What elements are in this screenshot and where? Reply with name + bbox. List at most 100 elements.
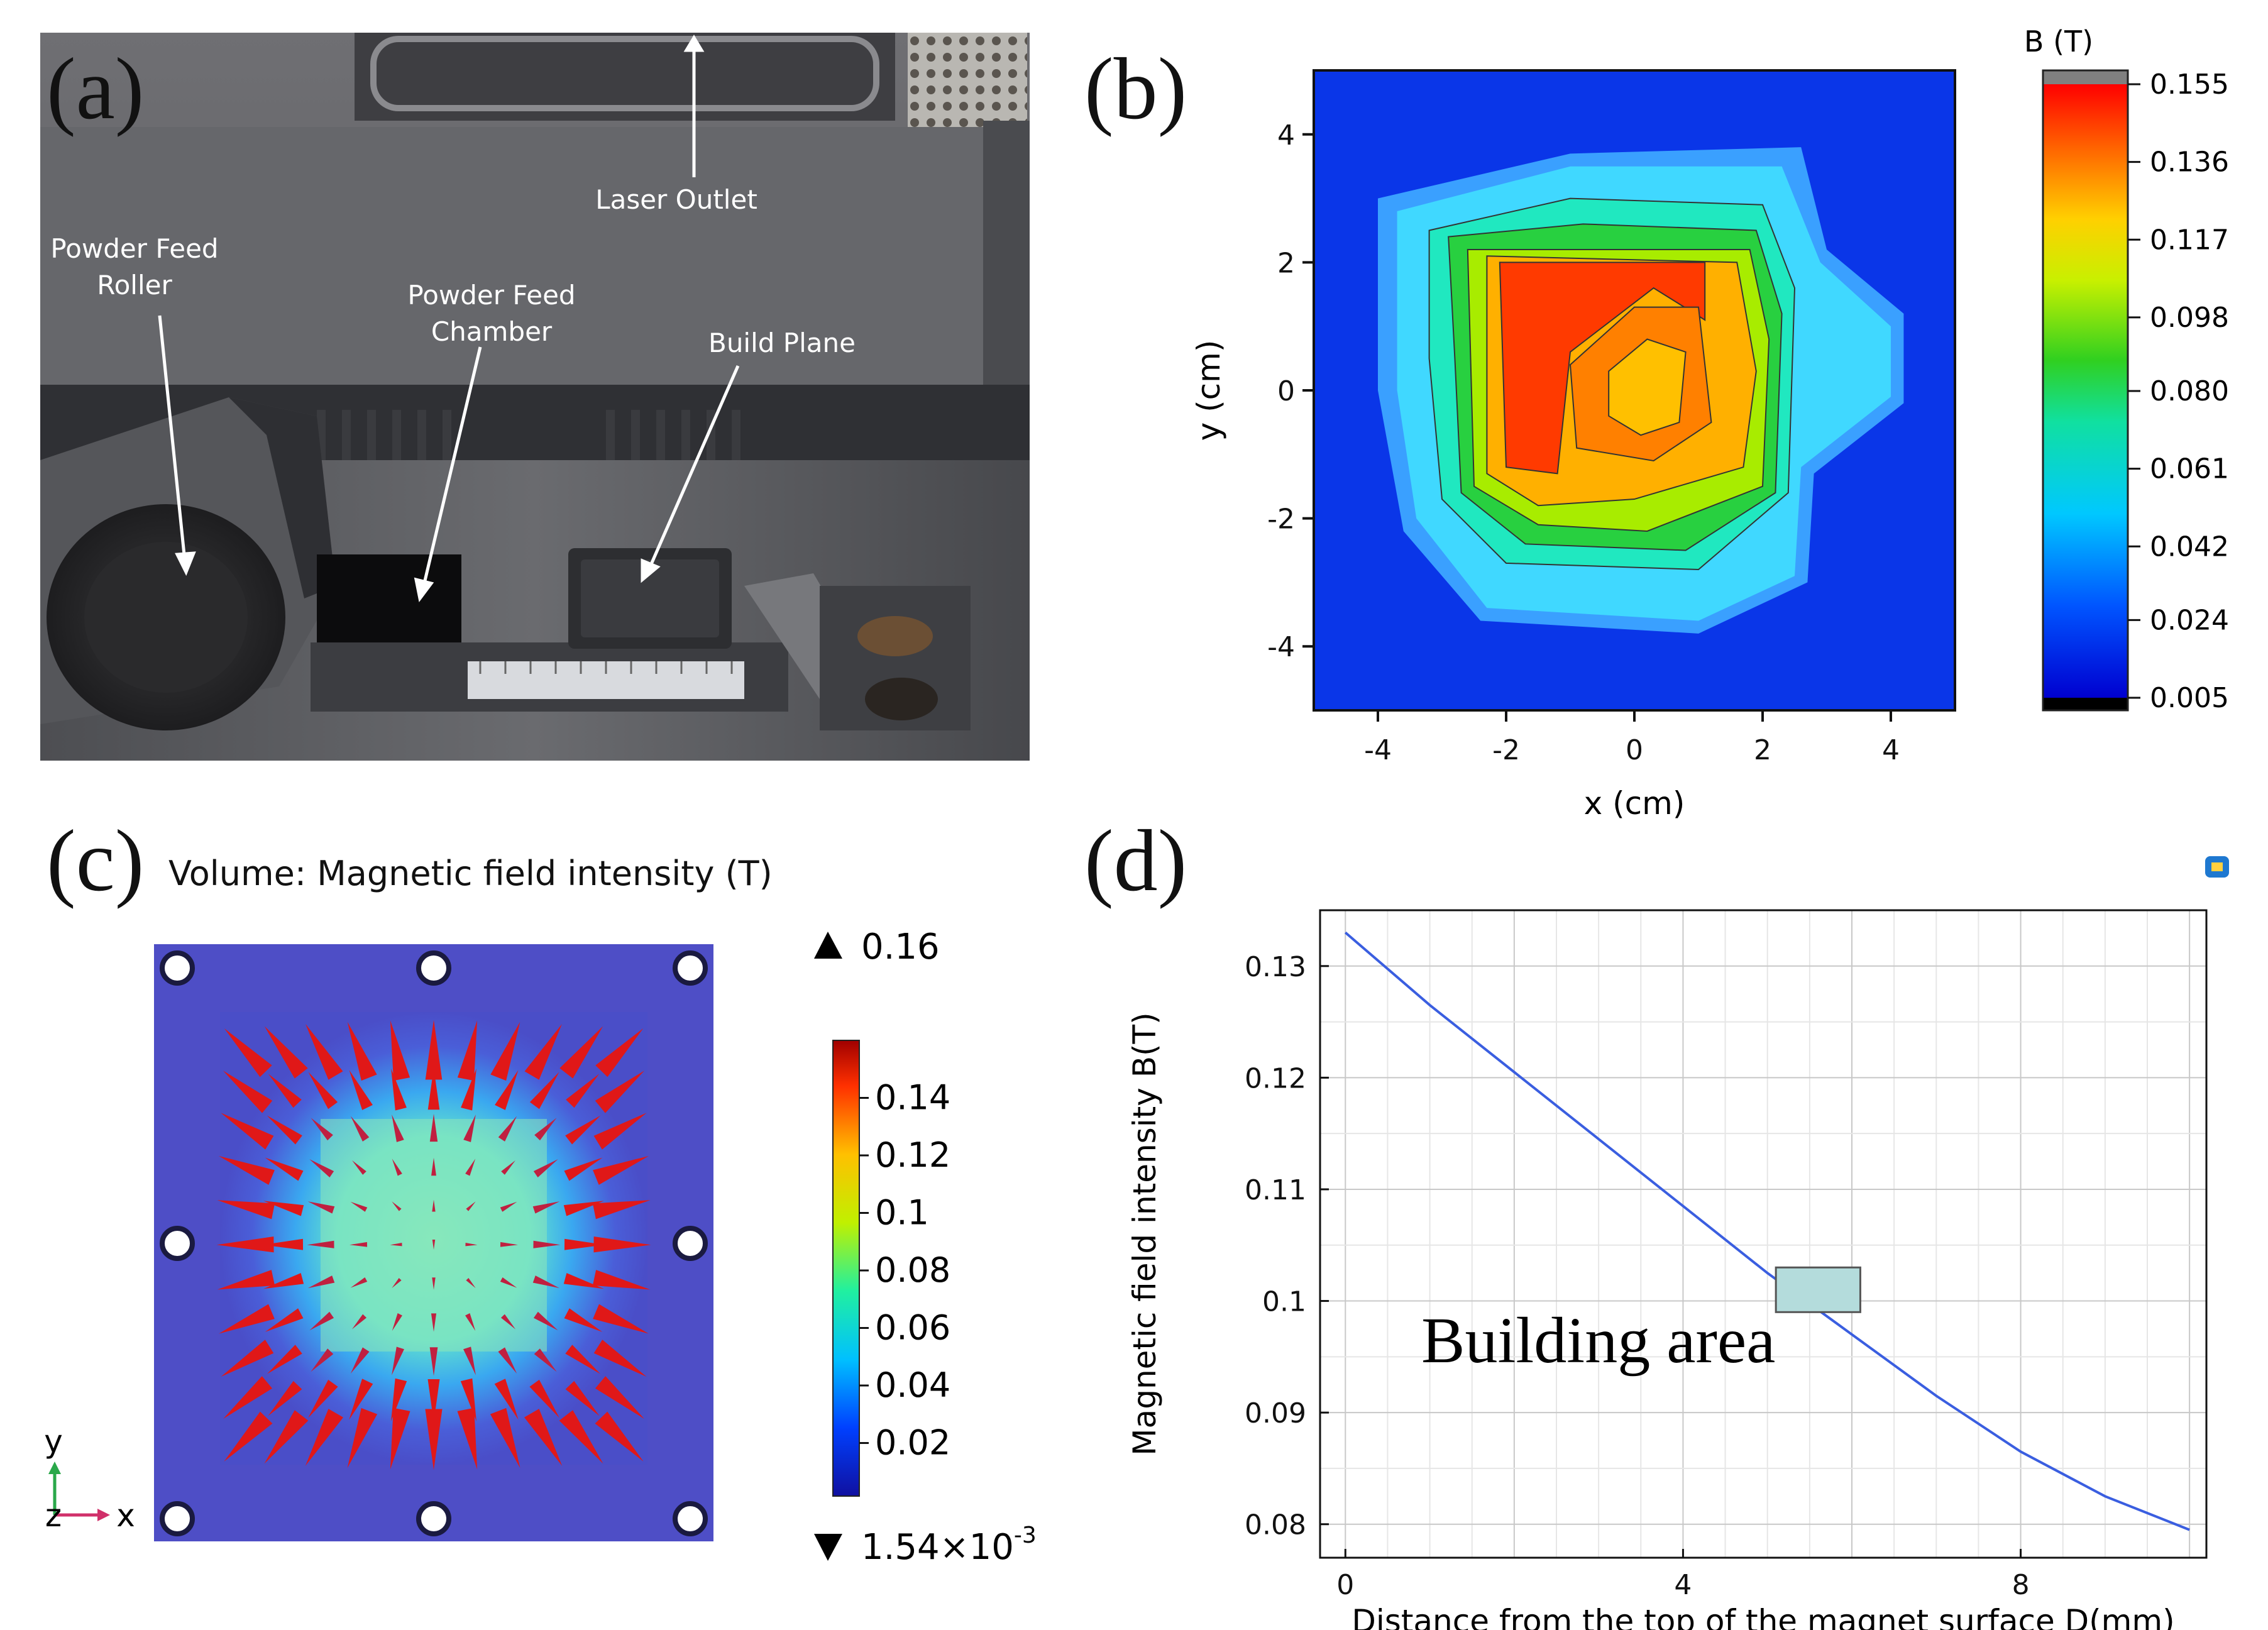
field-arrow <box>217 1270 275 1290</box>
field-arrow <box>495 1070 519 1110</box>
field-arrow <box>564 1157 603 1181</box>
x-tick-label: -4 <box>1364 734 1392 766</box>
field-arrow <box>425 1020 443 1080</box>
field-arrow <box>427 1067 440 1110</box>
line-plot-background <box>1320 910 2206 1558</box>
bolt-hole <box>160 950 195 986</box>
field-arrow <box>350 1201 368 1212</box>
y-tick-label: 0.1 <box>1262 1286 1306 1318</box>
axis-label-x: x <box>116 1497 135 1534</box>
label-powder-feed-chamber-1: Powder Feed <box>407 280 575 311</box>
colorbar-tick-label: 0.098 <box>2150 302 2229 334</box>
field-arrow <box>457 1020 478 1081</box>
field-arrow <box>532 1275 560 1289</box>
field-arrow <box>350 1242 368 1247</box>
field-arrow <box>224 1028 272 1077</box>
field-arrow <box>593 1113 647 1150</box>
field-arrow <box>392 1346 404 1375</box>
field-arrow <box>390 1243 402 1247</box>
field-arrow <box>593 1340 647 1377</box>
field-arrow <box>268 1380 302 1416</box>
colorbar-min-label: 1.54×10-3 <box>861 1523 1037 1568</box>
y-tick-label: 0.08 <box>1245 1509 1306 1541</box>
field-arrow <box>392 1201 402 1211</box>
simulation-colorbar <box>832 1040 860 1497</box>
field-arrow <box>432 1277 436 1290</box>
field-arrow <box>221 1340 274 1377</box>
field-arrow <box>349 1379 373 1420</box>
field-arrow <box>219 1304 275 1334</box>
field-arrow <box>392 1313 402 1331</box>
field-arrow <box>217 1200 275 1220</box>
field-arrow <box>350 1116 370 1142</box>
bolt-hole <box>673 1226 708 1261</box>
y-axis-label: Magnetic field intensity B(T) <box>1126 1012 1163 1455</box>
field-arrow <box>223 1376 273 1419</box>
field-arrow <box>429 1113 438 1142</box>
bolt-hole <box>673 1501 708 1536</box>
field-arrow <box>490 1407 520 1468</box>
sim-colorbar-tick-label: 0.04 <box>875 1365 950 1405</box>
field-arrow <box>390 1407 410 1470</box>
field-arrow <box>391 1068 407 1111</box>
field-arrow <box>224 1411 273 1462</box>
sim-colorbar-tick-label: 0.06 <box>875 1308 950 1348</box>
field-arrow <box>498 1347 517 1374</box>
field-arrow <box>529 1379 559 1418</box>
field-arrow <box>565 1380 600 1416</box>
field-arrow <box>534 1348 557 1372</box>
field-arrow <box>350 1277 368 1288</box>
field-arrow <box>309 1311 334 1331</box>
y-tick-label: 0.11 <box>1245 1174 1306 1206</box>
field-arrow <box>264 1410 309 1464</box>
axis-label-y: y <box>44 1423 63 1460</box>
axis-label-z: z <box>45 1497 62 1534</box>
sim-colorbar-tick-label: 0.02 <box>875 1423 950 1463</box>
panel-b-heatmap: -4 -2 0 2 4 4 2 0 -2 -4 x (cm) y (cm) B (T) 0.155 0.… <box>1191 25 2229 822</box>
field-arrow <box>559 1026 603 1079</box>
field-arrow <box>524 1024 562 1080</box>
y-tick-label: 4 <box>1277 119 1295 151</box>
colorbar-tick-label: 0.155 <box>2150 69 2229 101</box>
field-arrow <box>463 1114 476 1142</box>
field-arrow <box>350 1347 370 1374</box>
field-arrow <box>595 1376 644 1419</box>
field-arrow <box>307 1201 335 1214</box>
colorbar-title: B (T) <box>2024 25 2093 58</box>
field-arrow <box>263 1273 304 1289</box>
panel-d-linechart: 0 4 8 0.13 0.12 0.11 0.1 0.09 0.08 Building area D… <box>1126 856 2229 1630</box>
max-triangle-icon <box>814 932 842 959</box>
building-area-annotation: Building area <box>1421 1304 1775 1377</box>
field-arrow <box>466 1278 476 1289</box>
field-arrow <box>427 1379 440 1423</box>
field-arrow <box>307 1240 334 1248</box>
field-arrow <box>311 1118 333 1141</box>
x-tick-label: 4 <box>1674 1569 1692 1601</box>
sim-colorbar-tick-label: 0.14 <box>875 1078 950 1118</box>
colorbar-tick-label: 0.136 <box>2150 146 2229 179</box>
field-arrow <box>498 1116 517 1142</box>
panel-letter-b: (b) <box>1084 40 1187 138</box>
field-arrow <box>306 1024 343 1080</box>
field-arrow <box>349 1070 373 1110</box>
field-arrow <box>351 1314 367 1330</box>
label-powder-feed-chamber-2: Chamber <box>431 316 553 347</box>
field-arrow <box>461 1068 476 1111</box>
field-arrow <box>425 1409 443 1470</box>
field-arrow <box>564 1238 605 1250</box>
field-arrow <box>352 1160 366 1175</box>
field-arrow <box>392 1278 402 1289</box>
field-arrow <box>533 1311 558 1331</box>
field-arrow <box>263 1238 304 1250</box>
field-arrow <box>500 1314 516 1330</box>
colorbar-tick-label: 0.080 <box>2150 375 2229 407</box>
field-arrow <box>431 1157 436 1176</box>
y-tick-label: 0 <box>1277 375 1295 407</box>
field-arrow <box>267 1345 302 1374</box>
label-powder-feed-roller-1: Powder Feed <box>50 233 218 264</box>
panel-letter-c: (c) <box>47 812 145 910</box>
series-line <box>1344 932 2190 1531</box>
field-arrow <box>595 1071 645 1113</box>
x-tick-label: -2 <box>1492 734 1520 766</box>
field-arrow <box>500 1277 517 1288</box>
